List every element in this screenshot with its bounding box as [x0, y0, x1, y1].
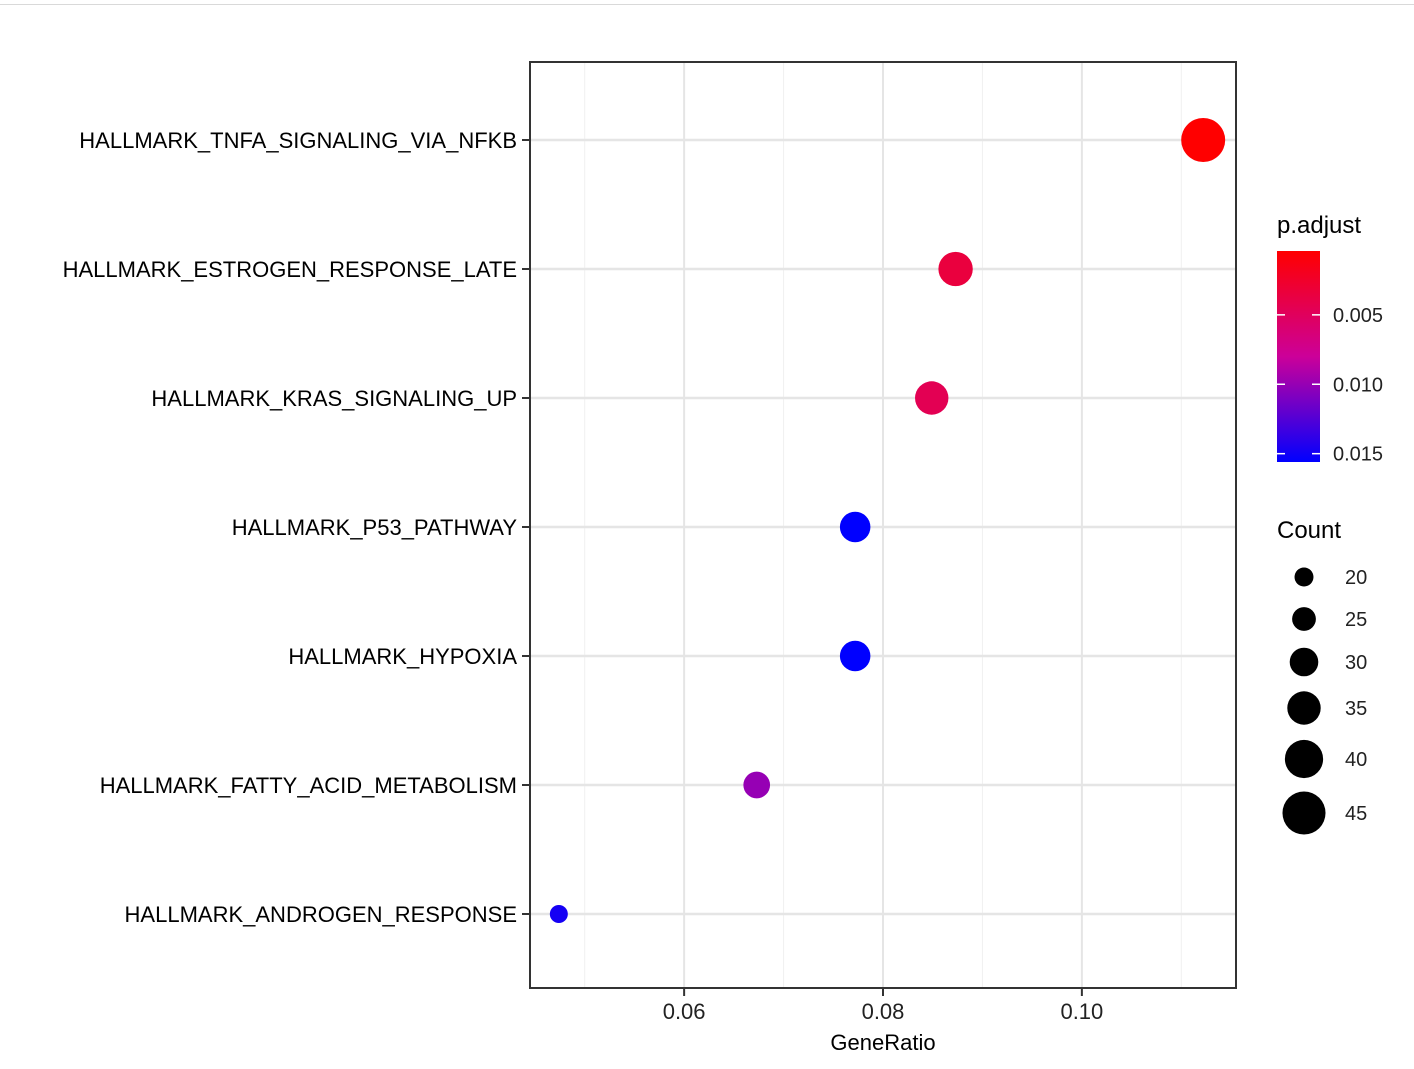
- x-tick-label: 0.06: [663, 999, 706, 1024]
- count-legend-title: Count: [1277, 517, 1341, 544]
- data-point: [915, 381, 949, 415]
- y-tick-label: HALLMARK_ANDROGEN_RESPONSE: [125, 902, 517, 927]
- x-tick-label: 0.10: [1060, 999, 1103, 1024]
- data-point: [839, 640, 871, 672]
- y-axis: HALLMARK_TNFA_SIGNALING_VIA_NFKB HALLMARK…: [63, 128, 530, 927]
- y-tick-label: HALLMARK_TNFA_SIGNALING_VIA_NFKB: [79, 128, 517, 153]
- data-point: [839, 511, 871, 543]
- y-tick-label: HALLMARK_KRAS_SIGNALING_UP: [151, 386, 517, 411]
- count-legend-label: 25: [1345, 609, 1367, 631]
- count-legend-label: 35: [1345, 698, 1367, 720]
- count-legend: Count 20 25 30 35 40 45: [1277, 517, 1367, 835]
- y-tick-label: HALLMARK_HYPOXIA: [288, 644, 517, 669]
- count-legend-dot: [1287, 691, 1321, 725]
- data-points: [549, 118, 1226, 923]
- data-point: [549, 905, 568, 923]
- count-legend-dot: [1282, 791, 1326, 835]
- count-legend-dot: [1294, 567, 1314, 587]
- window-top-border: [0, 4, 1414, 5]
- data-point: [743, 771, 771, 799]
- y-tick-label: HALLMARK_ESTROGEN_RESPONSE_LATE: [63, 257, 517, 282]
- count-legend-label: 30: [1345, 652, 1367, 674]
- grid-lines: [530, 62, 1236, 988]
- data-point: [1181, 118, 1226, 162]
- p-adjust-legend: p.adjust 0.005 0.010 0.015: [1277, 212, 1383, 466]
- p-adjust-legend-title: p.adjust: [1277, 212, 1361, 239]
- count-legend-dot: [1284, 739, 1324, 779]
- y-tick-label: HALLMARK_P53_PATHWAY: [232, 515, 518, 540]
- x-tick-label: 0.08: [862, 999, 905, 1024]
- count-legend-dot: [1292, 607, 1316, 631]
- y-tick-label: HALLMARK_FATTY_ACID_METABOLISM: [100, 773, 517, 798]
- count-legend-dot: [1289, 647, 1319, 677]
- count-legend-label: 20: [1345, 567, 1367, 589]
- p-adjust-colorbar: [1277, 251, 1320, 462]
- count-legend-label: 40: [1345, 749, 1367, 771]
- x-axis-title: GeneRatio: [830, 1030, 935, 1055]
- count-legend-label: 45: [1345, 803, 1367, 825]
- x-axis: 0.06 0.08 0.10: [663, 988, 1103, 1024]
- colorbar-tick-label: 0.005: [1333, 305, 1383, 327]
- data-point: [938, 251, 973, 287]
- colorbar-tick-label: 0.010: [1333, 374, 1383, 396]
- colorbar-tick-label: 0.015: [1333, 444, 1383, 466]
